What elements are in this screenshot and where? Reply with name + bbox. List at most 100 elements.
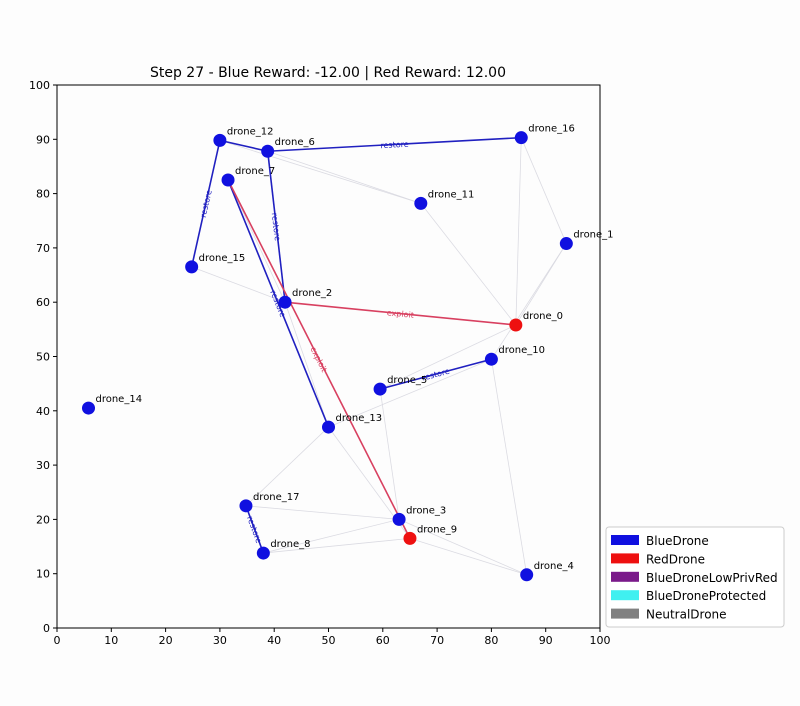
node-drone_10 xyxy=(484,352,498,366)
edge-label: restore xyxy=(380,140,409,151)
node-label: drone_5 xyxy=(387,375,427,386)
edge-label: restore xyxy=(199,189,214,219)
edge-drone_12-drone_6 xyxy=(219,139,268,153)
y-tick-label: 70 xyxy=(36,242,50,255)
node-drone_16 xyxy=(514,131,528,145)
edge-drone_7-drone_9 xyxy=(227,179,411,539)
legend: BlueDrone RedDrone BlueDroneLowPrivRed Blue… xyxy=(605,526,785,628)
edge-drone_10-drone_4 xyxy=(491,359,528,575)
edge-drone_8-drone_3 xyxy=(263,519,400,554)
edges-layer xyxy=(190,136,567,576)
legend-label: RedDrone xyxy=(646,552,705,566)
node-drone_14 xyxy=(81,401,95,415)
edge-label: restore xyxy=(270,212,282,241)
node-label: drone_12 xyxy=(227,126,274,137)
edge-drone_15-drone_2 xyxy=(191,266,286,303)
y-tick-label: 100 xyxy=(29,79,50,92)
edge-drone_6-drone_11 xyxy=(267,150,421,204)
legend-swatch xyxy=(611,571,639,582)
x-tick-label: 80 xyxy=(484,634,498,647)
node-drone_6 xyxy=(261,144,275,158)
node-label: drone_2 xyxy=(292,288,332,299)
legend-swatch xyxy=(611,608,639,619)
node-drone_17 xyxy=(239,499,253,513)
legend-label: BlueDroneProtected xyxy=(646,589,766,603)
legend-swatch xyxy=(611,590,639,601)
x-tick-label: 50 xyxy=(322,634,336,647)
node-label: drone_11 xyxy=(428,189,475,200)
node-drone_7 xyxy=(221,173,235,187)
edge-drone_1-drone_10 xyxy=(491,243,567,360)
edge-drone_2-drone_0 xyxy=(284,301,516,326)
edge-drone_5-drone_3 xyxy=(379,389,400,520)
x-tick-label: 30 xyxy=(213,634,227,647)
y-tick-label: 10 xyxy=(36,568,50,581)
node-label: drone_6 xyxy=(275,137,315,148)
edge-drone_8-drone_9 xyxy=(263,538,410,554)
edge-drone_2-drone_13 xyxy=(284,302,329,428)
x-tick-label: 90 xyxy=(539,634,553,647)
node-drone_13 xyxy=(322,420,335,434)
legend-label: NeutralDrone xyxy=(646,608,727,622)
legend-label: BlueDroneLowPrivRed xyxy=(646,571,778,585)
x-tick-label: 100 xyxy=(590,634,611,647)
legend-swatch xyxy=(611,553,639,564)
edge-label: exploit xyxy=(308,345,328,373)
node-label: drone_7 xyxy=(235,166,275,177)
node-drone_4 xyxy=(520,568,534,582)
node-label: drone_10 xyxy=(498,345,545,356)
edge-drone_7-drone_13 xyxy=(227,179,330,428)
y-tick-label: 30 xyxy=(36,459,50,472)
edge-drone_17-drone_3 xyxy=(245,505,400,520)
x-tick-label: 0 xyxy=(54,634,61,647)
node-drone_9 xyxy=(403,531,417,545)
chart-title: Step 27 - Blue Reward: -12.00 | Red Rewa… xyxy=(150,65,506,81)
edge-drone_13-drone_17 xyxy=(245,426,329,507)
node-drone_5 xyxy=(373,382,387,396)
x-tick-label: 20 xyxy=(159,634,173,647)
y-tick-label: 80 xyxy=(36,188,50,201)
node-label: drone_9 xyxy=(417,524,457,535)
x-tick-label: 60 xyxy=(376,634,390,647)
edge-label: restore xyxy=(245,515,263,545)
node-label: drone_14 xyxy=(95,394,142,405)
node-drone_3 xyxy=(392,512,406,526)
node-drone_1 xyxy=(559,237,573,251)
edge-drone_5-drone_10 xyxy=(379,358,492,390)
nodes-layer: drone_0 drone_1 drone_2 drone_3 drone_4 drone… xyxy=(81,124,614,582)
edge-drone_0-drone_5 xyxy=(379,324,517,390)
node-label: drone_13 xyxy=(336,413,383,424)
edge-label: exploit xyxy=(386,308,414,320)
y-tick-label: 40 xyxy=(36,405,50,418)
node-label: drone_1 xyxy=(573,230,613,241)
edge-drone_17-drone_8 xyxy=(245,505,265,554)
node-drone_2 xyxy=(278,295,292,309)
node-label: drone_16 xyxy=(528,124,575,135)
node-drone_11 xyxy=(414,196,428,210)
node-drone_0 xyxy=(509,318,523,332)
node-label: drone_4 xyxy=(534,561,574,572)
node-drone_8 xyxy=(256,546,270,560)
legend-swatch xyxy=(611,535,639,545)
edge-drone_11-drone_0 xyxy=(420,203,517,326)
x-tick-label: 40 xyxy=(267,634,281,647)
node-label: drone_3 xyxy=(406,505,446,516)
node-label: drone_0 xyxy=(523,311,563,322)
y-tick-label: 0 xyxy=(43,622,50,635)
node-drone_12 xyxy=(213,133,227,147)
node-label: drone_17 xyxy=(253,492,300,503)
edge-drone_16-drone_1 xyxy=(520,137,567,244)
legend-box xyxy=(605,526,785,628)
edge-drone_6-drone_2 xyxy=(266,151,286,303)
node-label: drone_8 xyxy=(270,539,310,550)
x-tick-label: 70 xyxy=(430,634,444,647)
y-tick-label: 60 xyxy=(36,296,50,309)
edge-drone_3-drone_4 xyxy=(398,519,527,576)
edge-drone_9-drone_4 xyxy=(409,538,527,576)
edge-drone_6-drone_16 xyxy=(267,136,522,153)
edge-drone_12-drone_15 xyxy=(190,140,221,268)
node-label: drone_15 xyxy=(199,253,246,264)
legend-label: BlueDrone xyxy=(646,534,709,548)
y-tick-label: 50 xyxy=(36,351,50,364)
